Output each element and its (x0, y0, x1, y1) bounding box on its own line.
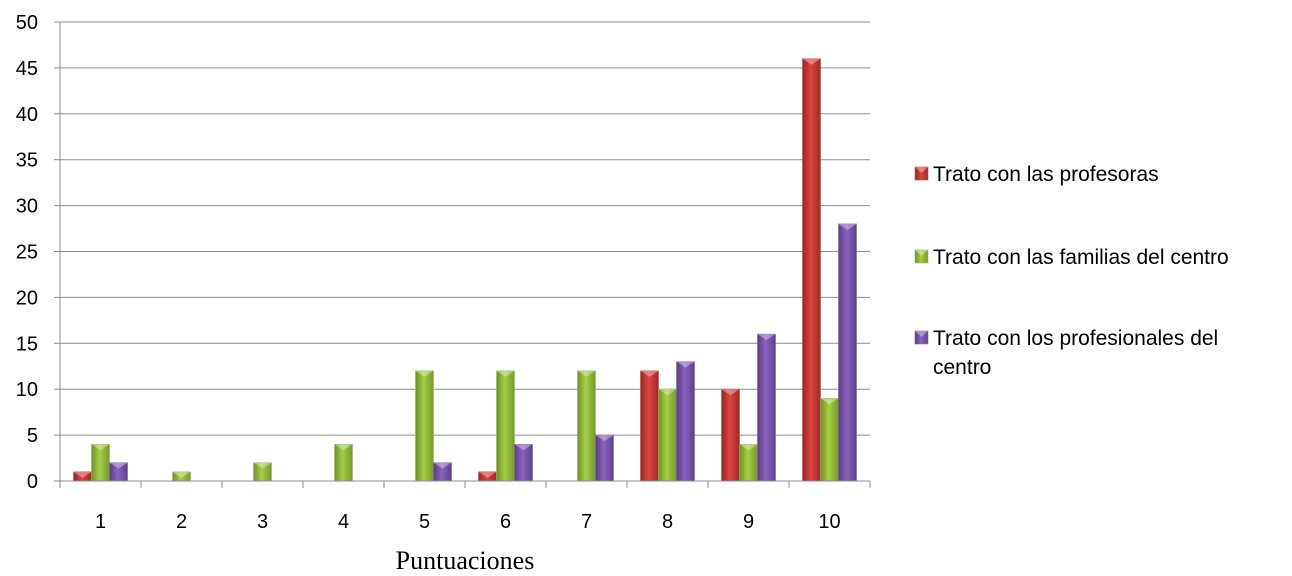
gridlines (60, 21, 870, 436)
bar-cap (433, 462, 452, 469)
bar-cap (253, 462, 272, 469)
bar-cap (838, 223, 857, 230)
bar-cap (640, 370, 659, 377)
y-tick-label: 10 (16, 379, 38, 401)
bar-cap (73, 471, 92, 478)
bar-cap (577, 370, 596, 377)
y-tick-label: 40 (16, 104, 38, 126)
bar-cap (820, 398, 839, 405)
bar-cap (478, 471, 497, 478)
legend-swatch-cap (915, 167, 928, 173)
bar-series-1-cat-9 (721, 388, 740, 482)
y-tick-label: 50 (16, 12, 38, 34)
y-tick-label: 35 (16, 150, 38, 172)
y-tick-label: 30 (16, 196, 38, 218)
bars (73, 58, 857, 482)
x-tick-label: 7 (581, 511, 592, 533)
bar-series-1-cat-8 (640, 370, 659, 482)
axes (54, 21, 871, 488)
bar-series-3-cat-7 (595, 434, 614, 482)
legend-swatch (914, 249, 929, 264)
y-tick-label: 5 (27, 425, 38, 447)
x-tick-label: 10 (818, 511, 840, 533)
legend-swatch (914, 166, 929, 181)
x-tick-label: 6 (500, 511, 511, 533)
bar-series-2-cat-5 (415, 370, 434, 482)
bar-series-2-cat-6 (496, 370, 515, 482)
legend-swatch-cap (915, 331, 928, 337)
legend-label: Trato con las profesoras (933, 163, 1159, 186)
legend-label: Trato con los profesionales del (933, 327, 1218, 350)
legend-swatch-cap (915, 250, 928, 256)
bar-cap (172, 471, 191, 478)
x-tick-label: 4 (338, 511, 349, 533)
bar-series-3-cat-9 (757, 333, 776, 482)
x-tick-label: 9 (743, 511, 754, 533)
x-tick-label: 2 (176, 511, 187, 533)
bar-cap (415, 370, 434, 377)
bar-cap (91, 444, 110, 451)
y-tick-label: 45 (16, 58, 38, 80)
x-tick-label: 3 (257, 511, 268, 533)
x-tick-label: 5 (419, 511, 430, 533)
bar-series-2-cat-8 (658, 388, 677, 482)
bar-series-2-cat-7 (577, 370, 596, 482)
bar-cap (739, 444, 758, 451)
legend-item-2: Trato con las familias del centro (914, 246, 1229, 269)
legend-item-3: Trato con los profesionales del centro (914, 327, 1218, 379)
bar-cap (496, 370, 515, 377)
bar-cap (676, 361, 695, 368)
bar-cap (802, 58, 821, 65)
bar-series-3-cat-8 (676, 361, 695, 482)
y-tick-label: 25 (16, 242, 38, 264)
bar-cap (514, 444, 533, 451)
bar-cap (334, 444, 353, 451)
bar-cap (757, 334, 776, 341)
bar-cap (658, 389, 677, 396)
legend-item-1: Trato con las profesoras (914, 163, 1159, 186)
y-tick-label: 15 (16, 333, 38, 355)
x-tick-label: 8 (662, 511, 673, 533)
x-axis-title: Puntuaciones (396, 546, 535, 575)
y-tick-label: 0 (27, 471, 38, 493)
bar-cap (595, 435, 614, 442)
legend-swatch (914, 330, 929, 345)
y-tick-label: 20 (16, 287, 38, 309)
legend: Trato con las profesoras Trato con las fa… (914, 163, 1229, 379)
bar-cap (109, 462, 128, 469)
bar-cap (721, 389, 740, 396)
x-tick-label: 1 (95, 511, 106, 533)
bar-series-2-cat-10 (820, 398, 839, 482)
legend-label: centro (933, 356, 991, 379)
bar-series-1-cat-10 (802, 58, 821, 482)
bar-series-3-cat-10 (838, 223, 857, 482)
legend-label: Trato con las familias del centro (933, 246, 1229, 269)
